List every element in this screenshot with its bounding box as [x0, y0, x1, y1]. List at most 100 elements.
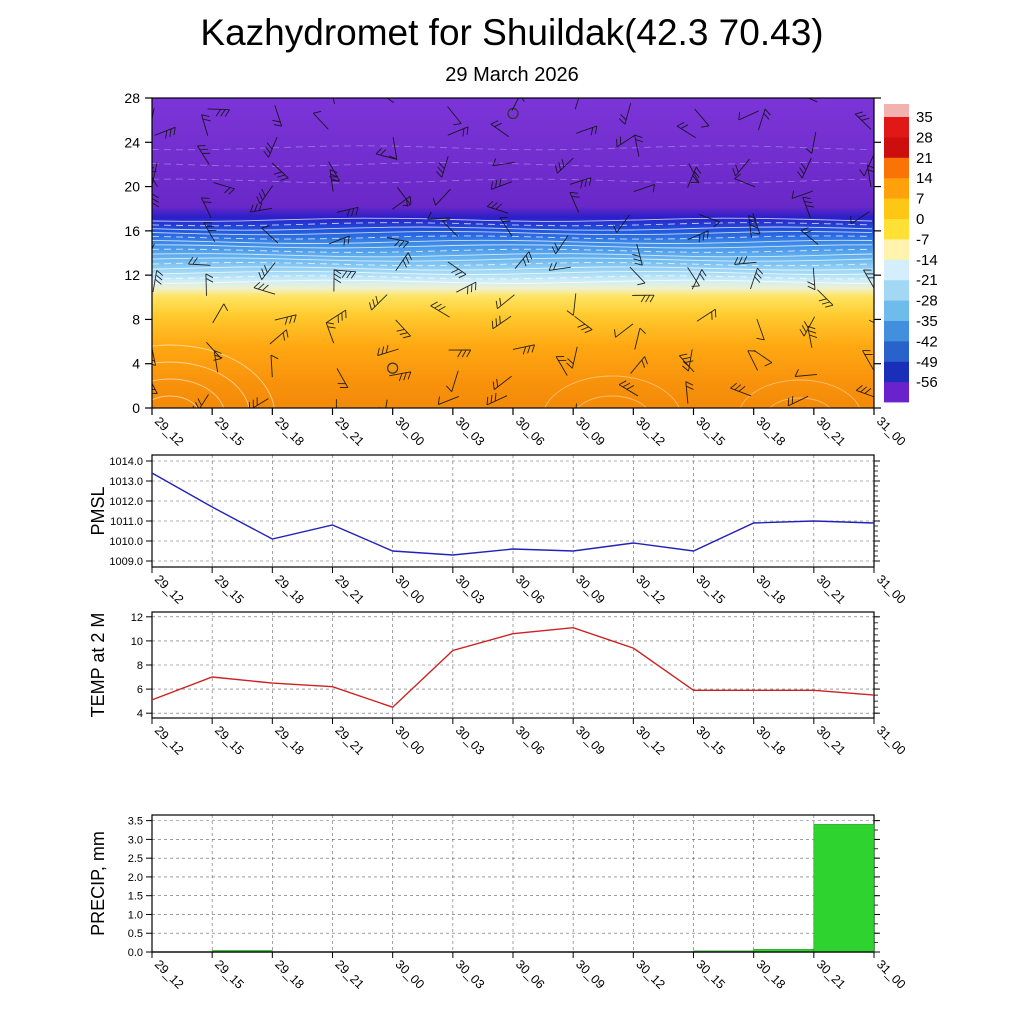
svg-text:-42: -42	[916, 333, 938, 350]
temperature-colorbar: 35 28 21 14 7 0 -7 -14 -21 -28 -35 -42 -49 -56	[884, 104, 938, 403]
svg-text:29_21: 29_21	[332, 414, 367, 449]
svg-text:1012.0: 1012.0	[109, 496, 143, 508]
svg-text:29_15: 29_15	[212, 414, 247, 449]
temp2m-axis-title: TEMP at 2 M	[88, 613, 108, 718]
svg-text:29_21: 29_21	[332, 957, 367, 992]
svg-text:30_21: 30_21	[814, 723, 849, 758]
svg-text:-7: -7	[916, 231, 929, 248]
precip-axis-title: PRECIP, mm	[88, 831, 108, 936]
svg-text:30_06: 30_06	[513, 723, 548, 758]
svg-text:29_15: 29_15	[212, 723, 247, 758]
temperature-fill	[152, 98, 874, 408]
svg-text:12: 12	[124, 267, 140, 283]
svg-text:31_00: 31_00	[874, 572, 909, 607]
svg-text:29_12: 29_12	[152, 957, 187, 992]
station-marker	[387, 362, 399, 374]
svg-text:30_18: 30_18	[754, 414, 789, 449]
svg-text:30_03: 30_03	[453, 414, 488, 449]
svg-text:3.5: 3.5	[128, 816, 143, 828]
svg-text:31_00: 31_00	[874, 723, 909, 758]
pmsl-line	[151, 472, 875, 556]
svg-text:30_00: 30_00	[393, 957, 428, 992]
svg-text:29_21: 29_21	[332, 723, 367, 758]
svg-text:16: 16	[124, 223, 140, 239]
svg-text:8: 8	[132, 311, 140, 327]
svg-text:28: 28	[916, 129, 933, 146]
svg-text:-14: -14	[916, 252, 938, 269]
svg-text:30_09: 30_09	[573, 957, 608, 992]
date-subtitle: 29 March 2026	[445, 64, 579, 86]
svg-text:1011.0: 1011.0	[110, 516, 143, 528]
svg-text:-56: -56	[916, 374, 938, 391]
svg-text:31_00: 31_00	[874, 957, 909, 992]
svg-text:29_18: 29_18	[272, 572, 307, 607]
svg-text:7: 7	[916, 191, 924, 208]
svg-text:0.0: 0.0	[128, 947, 143, 959]
svg-text:1.0: 1.0	[128, 909, 143, 921]
svg-text:30_18: 30_18	[754, 957, 789, 992]
svg-text:0.5: 0.5	[128, 928, 143, 940]
svg-text:1013.0: 1013.0	[109, 476, 143, 488]
svg-text:29_18: 29_18	[272, 957, 307, 992]
svg-text:30_09: 30_09	[573, 723, 608, 758]
svg-text:0: 0	[132, 400, 140, 416]
svg-text:2.5: 2.5	[128, 853, 143, 865]
svg-text:29_12: 29_12	[152, 572, 187, 607]
svg-text:30_06: 30_06	[513, 414, 548, 449]
svg-text:30_15: 30_15	[693, 572, 728, 607]
svg-text:30_12: 30_12	[633, 572, 668, 607]
svg-text:30_00: 30_00	[393, 572, 428, 607]
svg-text:6: 6	[137, 684, 143, 696]
page-title: Kazhydromet for Shuildak(42.3 70.43)	[200, 12, 824, 53]
svg-text:30_09: 30_09	[573, 572, 608, 607]
svg-text:30_18: 30_18	[754, 723, 789, 758]
svg-text:30_15: 30_15	[693, 414, 728, 449]
svg-text:-21: -21	[916, 272, 938, 289]
svg-text:2.0: 2.0	[128, 872, 143, 884]
svg-text:29_21: 29_21	[332, 572, 367, 607]
svg-text:29_15: 29_15	[212, 957, 247, 992]
svg-text:10: 10	[131, 636, 143, 648]
svg-text:30_12: 30_12	[633, 414, 668, 449]
svg-text:1010.0: 1010.0	[109, 536, 143, 548]
svg-text:1009.0: 1009.0	[109, 556, 143, 568]
pmsl-axis-title: PMSL	[88, 486, 108, 535]
svg-text:30_21: 30_21	[814, 414, 849, 449]
svg-text:31_00: 31_00	[874, 414, 909, 449]
svg-text:20: 20	[124, 179, 140, 195]
svg-text:24: 24	[124, 134, 140, 150]
svg-text:30_06: 30_06	[513, 572, 548, 607]
svg-text:14: 14	[916, 170, 933, 187]
svg-text:30_00: 30_00	[393, 414, 428, 449]
svg-text:35: 35	[916, 109, 933, 126]
svg-text:30_09: 30_09	[573, 414, 608, 449]
precip-bar	[813, 824, 875, 953]
svg-text:-35: -35	[916, 313, 938, 330]
svg-text:30_15: 30_15	[693, 957, 728, 992]
svg-text:-28: -28	[916, 293, 938, 310]
svg-text:30_21: 30_21	[814, 572, 849, 607]
svg-text:30_03: 30_03	[453, 723, 488, 758]
contour-lines	[152, 107, 873, 408]
svg-text:30_03: 30_03	[453, 572, 488, 607]
svg-text:30_18: 30_18	[754, 572, 789, 607]
svg-text:3.0: 3.0	[128, 834, 143, 846]
svg-text:-49: -49	[916, 354, 938, 371]
svg-text:30_03: 30_03	[453, 957, 488, 992]
svg-text:28: 28	[124, 90, 140, 106]
temp2m-line	[151, 626, 875, 708]
svg-text:4: 4	[132, 356, 140, 372]
svg-text:21: 21	[916, 150, 933, 167]
temp2m-panel: 4 6 8 10 12 29_12 29_15 29_18 29_21 30_00 30_03 30_…	[88, 611, 909, 758]
svg-text:0: 0	[916, 211, 924, 228]
svg-text:29_12: 29_12	[152, 414, 187, 449]
svg-text:4: 4	[137, 708, 143, 720]
svg-text:30_12: 30_12	[633, 957, 668, 992]
svg-text:30_21: 30_21	[814, 957, 849, 992]
pmsl-panel: 1009.0 1010.0 1011.0 1012.0 1013.0 1014.0 29_1…	[88, 454, 909, 607]
svg-text:30_06: 30_06	[513, 957, 548, 992]
svg-text:12: 12	[131, 612, 143, 624]
svg-text:8: 8	[137, 660, 143, 672]
svg-text:29_18: 29_18	[272, 414, 307, 449]
